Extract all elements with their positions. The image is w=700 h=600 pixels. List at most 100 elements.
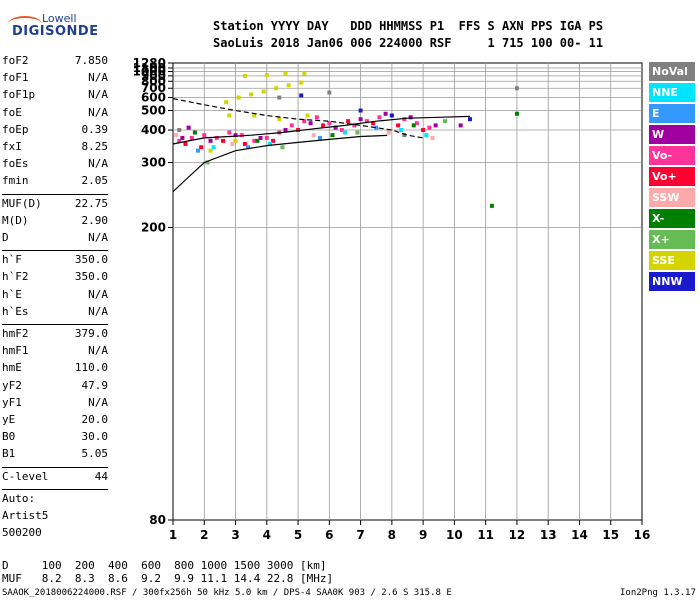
x-tick-label: 2 [200, 528, 208, 542]
data-point [280, 145, 285, 150]
data-point [346, 119, 351, 124]
legend-item-noval: NoVal [649, 62, 695, 81]
data-point [314, 115, 319, 120]
data-point [427, 125, 432, 130]
param-key: foEs [2, 157, 29, 171]
data-point [255, 138, 260, 143]
data-point [283, 128, 288, 133]
data-point [389, 113, 394, 118]
data-point [430, 135, 435, 140]
param-hf2: h`F2 350.0 [2, 270, 108, 287]
data-point [233, 133, 238, 138]
autoscale-info-line: Artist5 [2, 508, 49, 522]
data-point [199, 145, 204, 150]
y-tick-label: 300 [141, 156, 166, 170]
param-yf2: yF2 47.9 [2, 379, 108, 396]
param-value: N/A [88, 88, 108, 102]
param-key: M(D) [2, 213, 29, 227]
data-point [443, 119, 448, 124]
param-b0: B0 30.0 [2, 430, 108, 447]
param-key: D [2, 231, 9, 244]
panel-divider [2, 250, 108, 252]
param-key: fxI [2, 140, 22, 153]
data-point [196, 148, 201, 153]
param-key: h`F2 [2, 270, 29, 284]
legend-item-w: W [649, 125, 695, 144]
param-foep: foEp 0.39 [2, 123, 108, 140]
d-distance-line: D 100 200 400 600 800 1000 1500 3000 [km… [2, 559, 327, 572]
x-tick-label: 16 [634, 528, 651, 542]
param-md: M(D) 2.90 [2, 214, 108, 231]
header-line1: Station YYYY DAY DDD HHMMSS P1 FFS S AXN… [213, 19, 604, 33]
data-point [468, 117, 473, 122]
data-point [317, 135, 322, 140]
x-tick-label: 11 [477, 528, 494, 542]
data-point [305, 113, 310, 118]
data-point [421, 128, 426, 133]
data-point [408, 115, 413, 120]
legend-item-xplus: X+ [649, 230, 695, 249]
param-key: h`F [2, 253, 22, 267]
data-point [180, 135, 185, 140]
data-point [311, 133, 316, 138]
plot-frame [172, 62, 643, 521]
data-point [330, 133, 335, 138]
param-value: N/A [88, 344, 108, 358]
param-value: 22.75 [74, 196, 108, 210]
data-point [214, 135, 219, 140]
data-point [183, 141, 188, 146]
data-point [327, 121, 332, 126]
data-point [402, 133, 407, 138]
data-point [299, 93, 304, 98]
data-point [271, 138, 276, 143]
logo-line1: Lowell [42, 12, 77, 25]
data-point [308, 121, 313, 126]
param-key: B0 [2, 430, 16, 444]
data-point [411, 123, 416, 128]
param-key: B1 [2, 447, 16, 461]
param-key: C-level [2, 469, 49, 483]
param-value: 2.90 [81, 213, 109, 227]
param-key: yE [2, 413, 16, 426]
x-tick-label: 8 [388, 528, 396, 542]
param-hme: hmE 110.0 [2, 361, 108, 378]
x-tick-label: 3 [231, 528, 239, 542]
data-point [402, 117, 407, 122]
data-point [192, 130, 197, 135]
legend-item-sse: SSE [649, 251, 695, 270]
param-value: 20.0 [81, 413, 109, 426]
data-point [386, 130, 391, 135]
data-point [211, 145, 216, 150]
param-b1: B1 5.05 [2, 447, 108, 464]
data-point [186, 125, 191, 130]
data-point [233, 138, 238, 143]
x-tick-label: 14 [571, 528, 588, 542]
legend-item-ssw: SSW [649, 188, 695, 207]
param-key: hmF2 [2, 327, 29, 340]
x-tick-label: 4 [263, 528, 271, 542]
data-point [249, 92, 254, 97]
autoscale-info-line: Auto: [2, 491, 36, 505]
param-value: N/A [88, 395, 108, 409]
param-key: MUF(D) [2, 196, 42, 210]
param-key: yF2 [2, 378, 22, 392]
param-key: foEp [2, 122, 29, 136]
footer-version: Ion2Png 1.3.17 [620, 588, 696, 598]
y-tick-label: 1280 [133, 56, 166, 70]
data-point [327, 90, 332, 95]
legend-item-xminus: X- [649, 209, 695, 228]
param-yf1: yF1 N/A [2, 396, 108, 413]
data-point [333, 125, 338, 130]
data-point [433, 123, 438, 128]
data-point [224, 100, 229, 105]
data-point [277, 95, 282, 100]
data-point [299, 80, 304, 85]
x-tick-label: 9 [419, 528, 427, 542]
param-key: foF1p [2, 88, 36, 102]
data-point [514, 86, 519, 91]
data-point [189, 135, 194, 140]
x-tick-label: 7 [356, 528, 364, 542]
param-d: D N/A [2, 231, 108, 248]
data-point [230, 141, 235, 146]
data-point [424, 133, 429, 138]
